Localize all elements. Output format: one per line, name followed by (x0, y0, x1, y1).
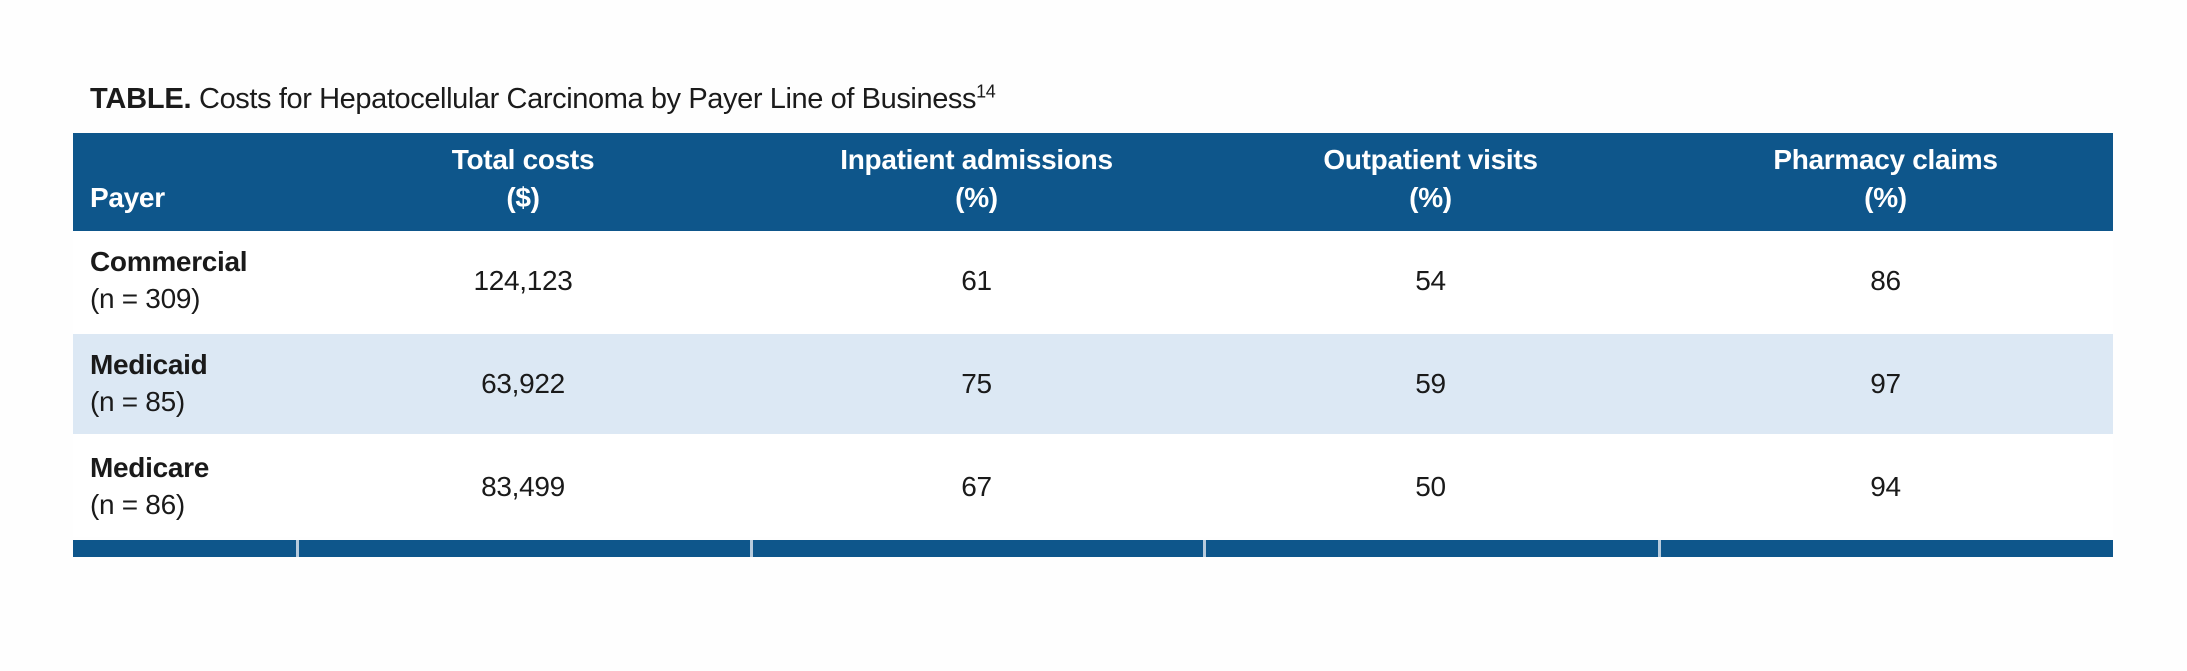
column-header-unit: (%) (1409, 182, 1452, 214)
column-header-label: Pharmacy claims (1773, 143, 1998, 175)
table-title-text: Costs for Hepatocellular Carcinoma by Pa… (191, 83, 977, 115)
outpatient-visits-value: 59 (1415, 368, 1446, 399)
bottom-rule-segment (1658, 540, 2113, 557)
payer-sample-size: (n = 85) (90, 386, 185, 417)
bottom-rule-segment (296, 540, 750, 557)
column-header-outpatient-visits: Outpatient visits (%) (1203, 133, 1658, 231)
column-header-unit: (%) (1864, 182, 1907, 214)
payer-costs-table: Payer Total costs ($) Inpatient admissio… (73, 133, 2113, 557)
payer-sample-size: (n = 86) (90, 489, 185, 520)
table-title: TABLE. Costs for Hepatocellular Carcinom… (90, 81, 996, 116)
table-title-label: TABLE. (90, 83, 192, 115)
pharmacy-claims-value: 86 (1870, 265, 1901, 296)
column-header-unit: ($) (506, 182, 540, 214)
inpatient-admissions-value: 67 (961, 471, 992, 502)
payer-sample-size: (n = 309) (90, 283, 201, 314)
column-header-inpatient-admissions: Inpatient admissions (%) (750, 133, 1203, 231)
payer-name: Medicaid (90, 349, 208, 381)
pharmacy-claims-value: 94 (1870, 471, 1901, 502)
outpatient-visits-value: 50 (1415, 471, 1446, 502)
column-header-label: Total costs (451, 143, 595, 175)
table-bottom-rule (73, 540, 2113, 557)
pharmacy-claims-value: 97 (1870, 368, 1901, 399)
table-row-commercial: Commercial (n = 309) 124,123 61 54 86 (73, 231, 2113, 331)
table-title-reference-superscript: 14 (976, 81, 996, 102)
payer-cell: Medicaid (n = 85) (73, 334, 296, 434)
table-row-medicare: Medicare (n = 86) 83,499 67 50 94 (73, 437, 2113, 537)
column-header-unit: (%) (955, 182, 998, 214)
outpatient-visits-value: 54 (1415, 265, 1446, 296)
payer-cell: Medicare (n = 86) (73, 437, 296, 537)
table-row-medicaid: Medicaid (n = 85) 63,922 75 59 97 (73, 331, 2113, 437)
bottom-rule-segment (1203, 540, 1658, 557)
bottom-rule-segment (750, 540, 1203, 557)
column-header-label: Inpatient admissions (840, 143, 1113, 175)
total-costs-value: 124,123 (473, 265, 573, 296)
inpatient-admissions-value: 61 (961, 265, 992, 296)
column-header-total-costs: Total costs ($) (296, 133, 750, 231)
inpatient-admissions-value: 75 (961, 368, 992, 399)
payer-cell: Commercial (n = 309) (73, 231, 296, 331)
column-header-label: Outpatient visits (1323, 143, 1538, 175)
column-header-payer: Payer (73, 133, 296, 231)
column-header-label: Payer (90, 182, 165, 214)
payer-name: Commercial (90, 246, 248, 278)
table-header-row: Payer Total costs ($) Inpatient admissio… (73, 133, 2113, 231)
total-costs-value: 63,922 (481, 368, 565, 399)
column-header-pharmacy-claims: Pharmacy claims (%) (1658, 133, 2113, 231)
bottom-rule-segment (73, 540, 296, 557)
payer-name: Medicare (90, 452, 209, 484)
total-costs-value: 83,499 (481, 471, 565, 502)
